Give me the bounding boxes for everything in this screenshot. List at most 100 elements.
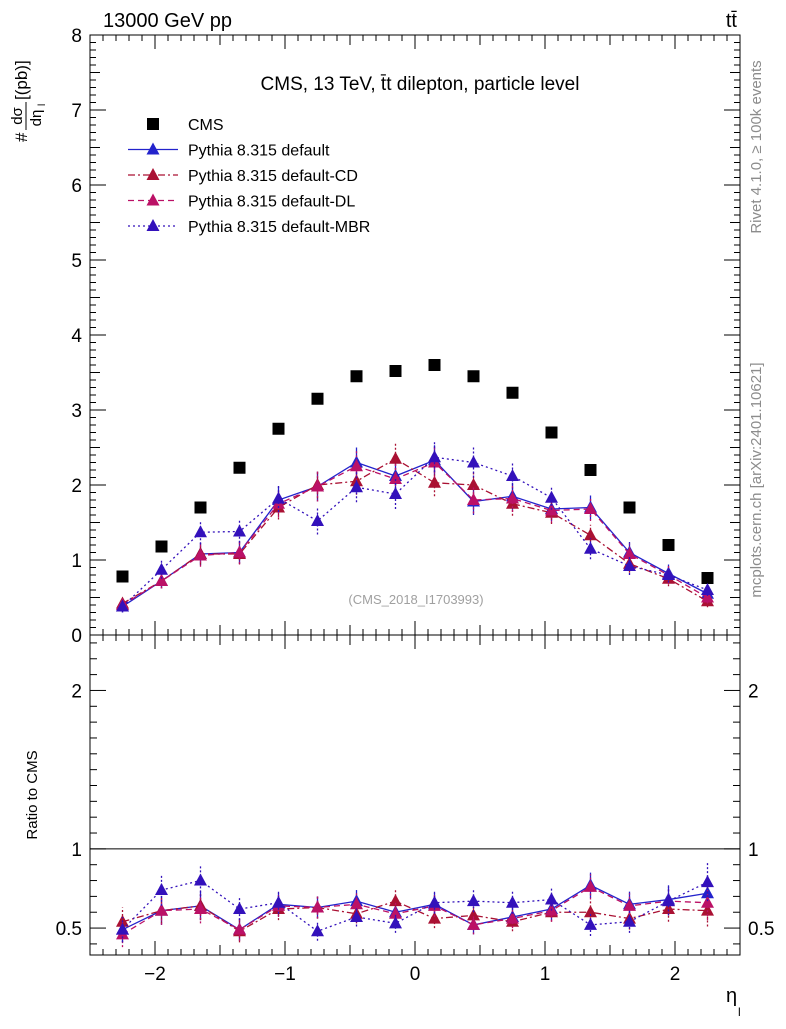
main-series-0-point xyxy=(545,426,558,439)
ratio-series-2-point xyxy=(467,917,480,930)
main-y-tick-label: 7 xyxy=(71,101,82,122)
main-y-tick-label: 3 xyxy=(71,401,82,422)
ratio-series-2-point xyxy=(701,895,714,908)
main-series-2-point xyxy=(428,475,441,488)
ratio-series-1-point xyxy=(389,894,402,907)
mcplots-label: mcplots.cern.ch [arXiv:2401.10621] xyxy=(748,362,765,597)
main-series-3-line xyxy=(122,461,708,606)
main-y-tick-label: 2 xyxy=(71,476,82,497)
ratio-series-3-point xyxy=(194,873,207,886)
ratio-series-2 xyxy=(116,874,714,948)
main-series-4-point xyxy=(194,525,207,538)
ratio-y-tick-label-right: 1 xyxy=(748,840,759,861)
ratio-series-3 xyxy=(116,863,714,943)
y-label-suffix: [(pb)] xyxy=(12,60,31,100)
legend-item: CMS xyxy=(147,117,224,134)
main-panel: CMS, 13 TeV, t̄t dilepton, particle leve… xyxy=(9,26,741,647)
x-tick-label: −2 xyxy=(144,964,166,985)
main-series-4-point xyxy=(584,541,597,554)
main-series-4-point xyxy=(467,455,480,468)
main-series-3-point xyxy=(467,493,480,505)
y-label-denominator: dη xyxy=(28,110,45,127)
watermark: (CMS_2018_I1703993) xyxy=(348,592,483,607)
main-series-4-line xyxy=(122,456,708,607)
ratio-series-2-point xyxy=(350,897,363,910)
main-series-3-point xyxy=(233,545,246,558)
main-y-tick-label: 8 xyxy=(71,26,82,47)
main-series-3-point xyxy=(311,479,324,492)
main-series-4-point xyxy=(623,559,636,571)
ratio-series-3-point xyxy=(428,895,441,908)
main-y-tick-label: 4 xyxy=(71,326,82,347)
main-series-0-point xyxy=(350,370,363,383)
ratio-y-tick-label: 2 xyxy=(71,681,82,702)
legend: CMS Pythia 8.315 default Pythia 8.315 defa… xyxy=(128,117,370,236)
ratio-series-1-point xyxy=(584,905,597,918)
ratio-series-1-point xyxy=(662,902,675,915)
main-series-2-line xyxy=(122,457,708,605)
main-series-3-point xyxy=(506,491,519,504)
main-series-4-point xyxy=(233,524,246,537)
legend-item: Pythia 8.315 default-CD xyxy=(128,168,358,185)
ratio-series-3-point xyxy=(701,875,714,888)
main-series-2-point xyxy=(389,451,402,464)
main-y-tick-label: 5 xyxy=(71,251,82,272)
ratio-series-1 xyxy=(116,890,714,943)
ratio-y-tick-label: 0.5 xyxy=(56,919,82,940)
legend-label: Pythia 8.315 default xyxy=(188,143,330,160)
x-tick-label: 0 xyxy=(410,964,421,985)
main-series-4-point xyxy=(428,450,441,463)
main-y-tick-label: 6 xyxy=(71,176,82,197)
main-y-axis-label: # dσ dη l [(pb)] xyxy=(9,60,48,142)
ratio-panel: Ratio to CMS η l −2 −1 0 1 2 0.5 0.5 1 1 2 2 xyxy=(24,634,774,1019)
main-series-3-point xyxy=(584,502,597,514)
main-series-0-point xyxy=(311,392,324,405)
ratio-y-tick-label-right: 0.5 xyxy=(748,919,774,940)
main-series-0-point xyxy=(467,370,480,383)
legend-marker xyxy=(146,219,160,231)
main-series-4-point xyxy=(701,583,714,595)
main-series-4-point xyxy=(116,599,129,612)
ratio-series-group xyxy=(116,863,714,948)
y-label-numerator: dσ xyxy=(9,106,26,124)
legend-label: Pythia 8.315 default-MBR xyxy=(188,219,370,236)
main-title: CMS, 13 TeV, t̄t dilepton, particle leve… xyxy=(261,74,580,95)
main-series-4-point xyxy=(350,480,363,493)
ratio-y-tick-label: 1 xyxy=(71,840,82,861)
legend-marker xyxy=(147,118,159,130)
main-series-0-point xyxy=(701,572,714,584)
ratio-series-3-point xyxy=(506,895,519,908)
main-series-2-point xyxy=(584,528,597,541)
legend-marker xyxy=(146,193,160,206)
ratio-series-3-point xyxy=(389,916,402,929)
main-series-4-point xyxy=(272,491,285,504)
ratio-series-3-point xyxy=(233,902,246,915)
ratio-series-3-point xyxy=(467,894,480,907)
legend-marker xyxy=(146,142,160,155)
main-ticks: 0 1 2 3 4 5 6 7 8 xyxy=(71,26,741,647)
ratio-series-2-point xyxy=(233,922,246,935)
main-series-4-point xyxy=(506,469,519,481)
main-series-4-point xyxy=(545,490,558,503)
ratio-series-3-point xyxy=(545,892,558,905)
main-series-0-point xyxy=(389,365,402,377)
main-y-tick-label: 0 xyxy=(71,626,82,647)
main-series-group xyxy=(116,359,714,613)
main-series-3-point xyxy=(194,548,207,561)
main-series-0-point xyxy=(428,359,441,371)
ratio-series-1-point xyxy=(467,908,480,921)
ratio-series-1-point xyxy=(428,911,441,924)
main-series-0-point xyxy=(233,461,246,474)
ratio-y-tick-label-right: 2 xyxy=(748,681,759,702)
main-series-0-point xyxy=(194,501,207,514)
x-axis-label: η xyxy=(726,985,737,1007)
main-series-0-point xyxy=(155,540,168,553)
main-series-0-point xyxy=(662,539,675,551)
main-series-0-point xyxy=(623,501,636,514)
ratio-series-3-point xyxy=(584,917,597,930)
rivet-label: Rivet 4.1.0, ≥ 100k events xyxy=(748,60,765,233)
ratio-series-0 xyxy=(116,872,714,943)
main-series-4-point xyxy=(389,487,402,499)
x-tick-label: −1 xyxy=(274,964,296,985)
